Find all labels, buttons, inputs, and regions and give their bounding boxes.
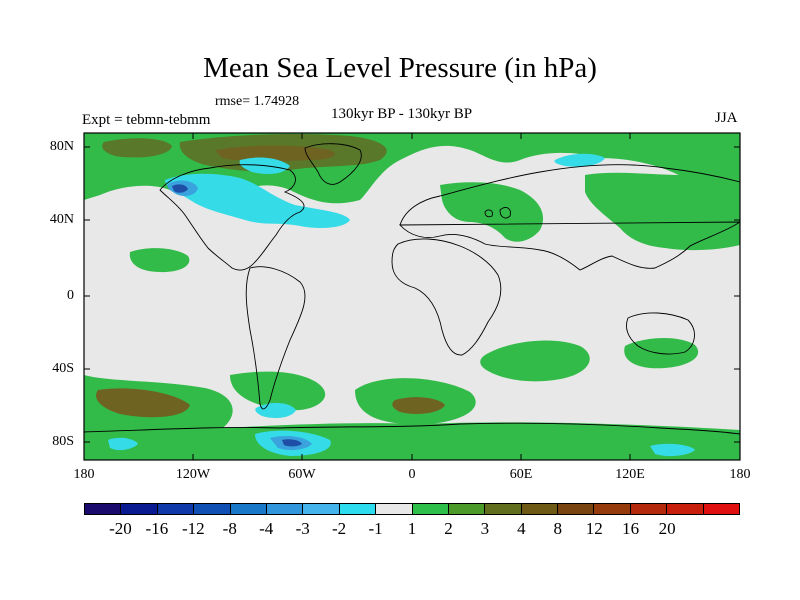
colorbar-label: -3 bbox=[295, 519, 310, 538]
colorbar-label: 20 bbox=[658, 519, 676, 538]
colorbar-labels: -20 -16 -12 -8 -4 -3 -2 -1 1 2 3 4 8 12 16 20 bbox=[0, 519, 800, 543]
rmse-label: rmse= 1.74928 bbox=[215, 94, 300, 109]
colorbar-label: 4 bbox=[517, 519, 526, 538]
colorbar-swatch bbox=[521, 504, 559, 514]
colorbar-swatch bbox=[194, 504, 231, 514]
colorbar-label: -16 bbox=[145, 519, 169, 538]
x-tick-label: 120E bbox=[615, 467, 645, 482]
negative-anomaly-north-america bbox=[165, 173, 350, 228]
x-tick-label: 60E bbox=[509, 467, 533, 482]
colorbar-label: -12 bbox=[181, 519, 205, 538]
positive-anomaly-eurasia bbox=[440, 182, 544, 242]
positive-anomaly-indian-ocean bbox=[480, 340, 590, 382]
strong-anomaly-south-atlantic bbox=[392, 397, 445, 414]
y-tick-label: 80N bbox=[49, 139, 74, 154]
colorbar-label: 16 bbox=[622, 519, 640, 538]
colorbar-label: -8 bbox=[222, 519, 237, 538]
strong-anomaly-arctic-west bbox=[102, 138, 172, 158]
colorbar-label: 1 bbox=[407, 519, 417, 538]
y-tick-label: 80S bbox=[52, 434, 74, 449]
experiment-label: Expt = tebmn-tebmm bbox=[82, 112, 211, 128]
colorbar-swatch bbox=[376, 504, 413, 514]
positive-anomaly-antarctic-ring bbox=[84, 422, 740, 460]
x-tick-label: 120W bbox=[175, 467, 211, 482]
caspian-lakes-coastline bbox=[484, 207, 511, 219]
colorbar-label: 8 bbox=[553, 519, 563, 538]
x-tick-label: 180 bbox=[73, 467, 95, 482]
africa-coastline bbox=[391, 238, 502, 356]
map-title: Mean Sea Level Pressure (in hPa) bbox=[203, 52, 597, 84]
negative-anomaly-antarctica-west bbox=[108, 437, 138, 451]
australia-coastline bbox=[626, 312, 695, 355]
strong-anomaly-south-pacific bbox=[96, 388, 190, 418]
colorbar-label: 3 bbox=[480, 519, 490, 538]
positive-anomaly-north-pacific bbox=[129, 248, 190, 273]
colorbar-label: -2 bbox=[332, 519, 347, 538]
colorbar-swatch bbox=[266, 504, 304, 514]
coastlines bbox=[84, 143, 740, 435]
negative-anomaly-siberia bbox=[554, 153, 605, 167]
colorbar-swatch bbox=[230, 504, 267, 514]
colorbar-label: 2 bbox=[444, 519, 453, 538]
colorbar-swatch bbox=[558, 504, 595, 514]
x-tick-label: 60W bbox=[288, 467, 316, 482]
colorbar-swatch bbox=[339, 504, 377, 514]
period-label: 130kyr BP - 130kyr BP bbox=[331, 106, 473, 122]
colorbar-label: -20 bbox=[109, 519, 132, 538]
colorbar-swatch bbox=[412, 504, 449, 514]
colorbar-swatch bbox=[448, 504, 486, 514]
colorbar-label: -1 bbox=[368, 519, 383, 538]
colorbar-swatch bbox=[485, 504, 522, 514]
colorbar bbox=[84, 503, 740, 515]
positive-anomaly-south-america bbox=[230, 371, 326, 411]
greenland-coastline bbox=[304, 143, 362, 185]
axis-ticks bbox=[84, 133, 740, 460]
colorbar-label: 12 bbox=[585, 519, 603, 538]
negative-anomaly-southern-ocean bbox=[255, 402, 296, 418]
eurasia-coastline bbox=[398, 164, 740, 271]
negative-anomaly-antarctica-east bbox=[650, 443, 695, 457]
antarctica-coastline bbox=[84, 422, 740, 435]
y-tick-label: 40S bbox=[52, 361, 74, 376]
colorbar-swatch bbox=[630, 504, 668, 514]
colorbar-swatch bbox=[157, 504, 195, 514]
positive-anomaly-east-asia bbox=[585, 172, 740, 251]
x-tick-label: 0 bbox=[408, 467, 416, 482]
colorbar-swatch bbox=[121, 504, 158, 514]
strongest-negative-anomaly-alaska bbox=[172, 184, 188, 193]
y-tick-label: 40N bbox=[49, 212, 74, 227]
colorbar-swatch bbox=[303, 504, 340, 514]
colorbar-swatch bbox=[703, 504, 740, 514]
colorbar-swatch bbox=[667, 504, 704, 514]
colorbar-swatch bbox=[85, 504, 122, 514]
colorbar-label: -4 bbox=[259, 519, 274, 538]
south-america-coastline bbox=[245, 266, 306, 410]
season-label: JJA bbox=[715, 110, 738, 126]
x-tick-label: 180 bbox=[729, 467, 751, 482]
north-america-coastline bbox=[159, 164, 305, 271]
strongest-negative-anomaly-antarctica bbox=[282, 439, 302, 447]
y-tick-label: 0 bbox=[67, 288, 74, 303]
colorbar-swatch bbox=[594, 504, 631, 514]
